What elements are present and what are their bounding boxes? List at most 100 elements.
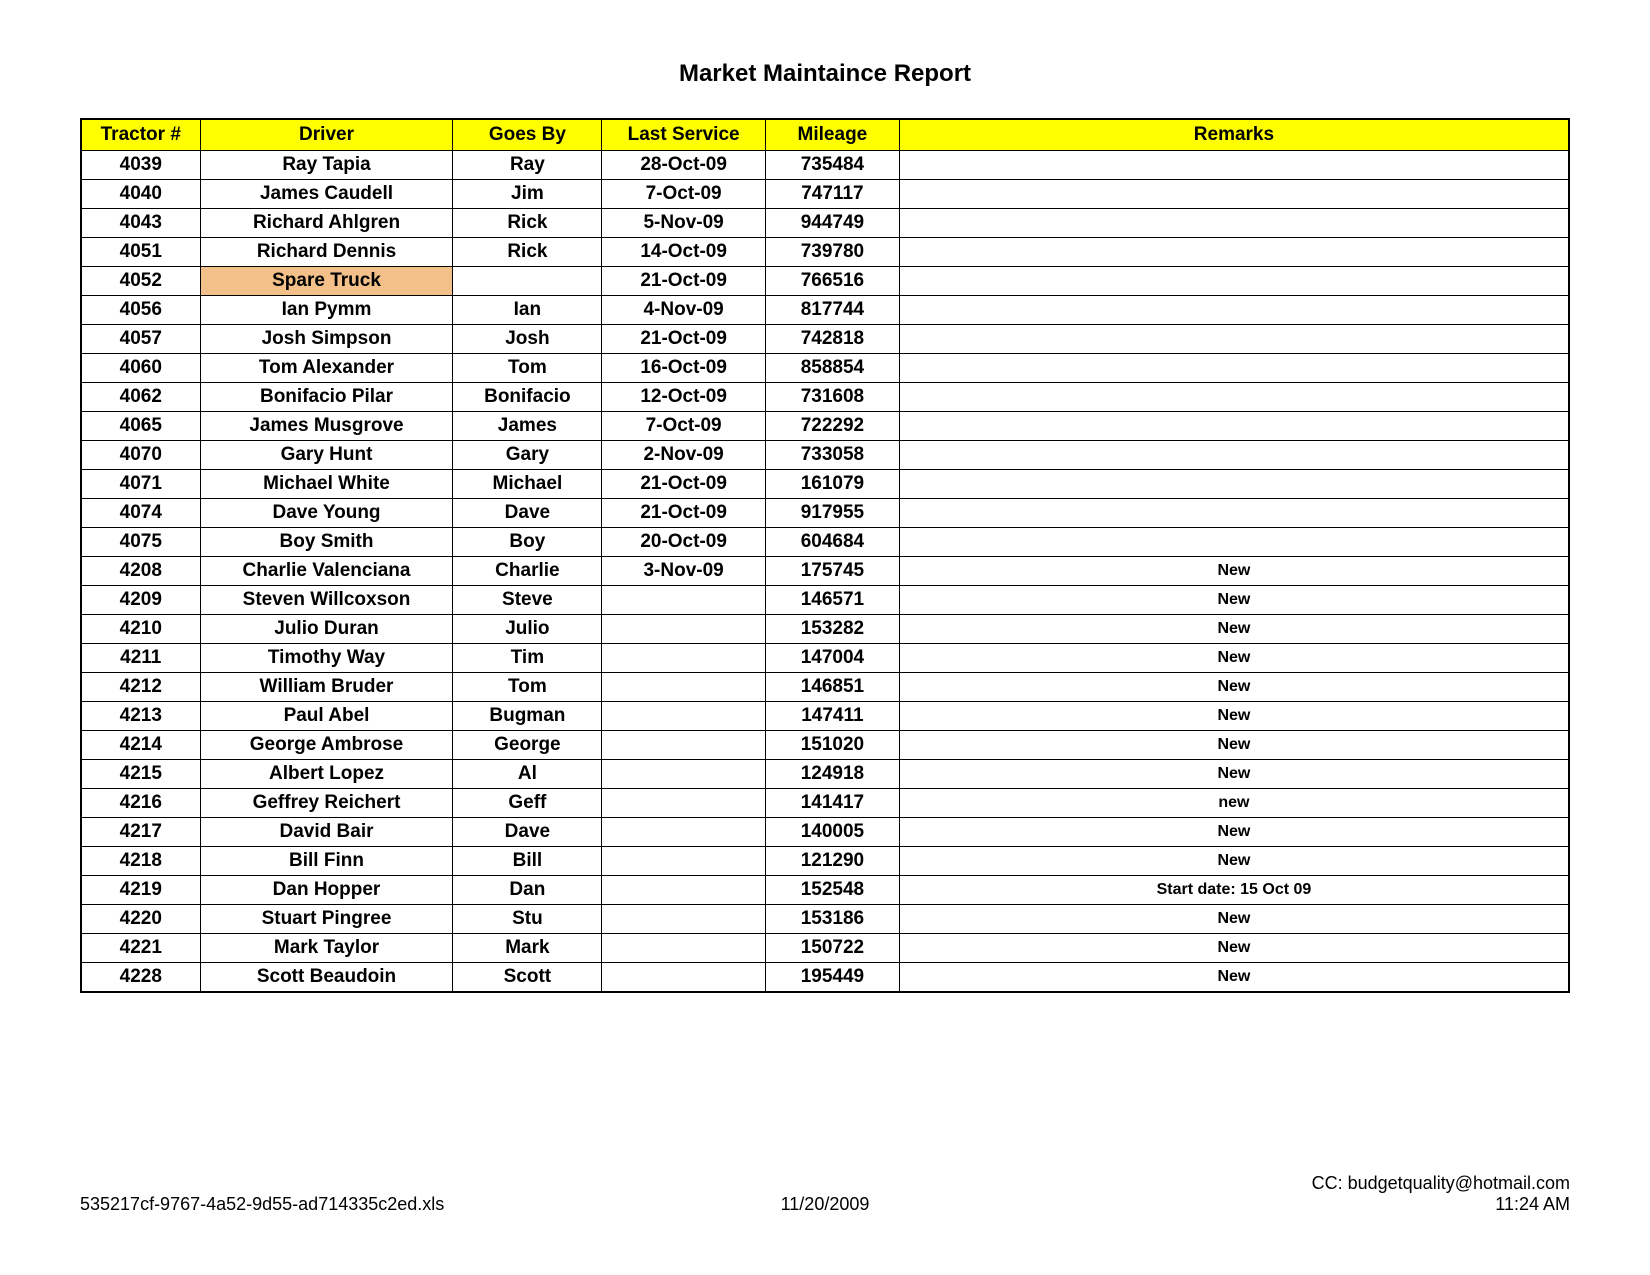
cell-mileage: 175745: [765, 557, 899, 586]
cell-driver: Geffrey Reichert: [200, 789, 453, 818]
cell-mileage: 140005: [765, 818, 899, 847]
cell-lastservice: 21-Oct-09: [602, 470, 766, 499]
table-body: 4039Ray TapiaRay28-Oct-097354844040 James…: [81, 151, 1569, 993]
cell-tractor: 4052: [81, 267, 200, 296]
cell-remarks: [899, 296, 1569, 325]
table-row: 4056Ian PymmIan4-Nov-09817744: [81, 296, 1569, 325]
table-row: 4065James MusgroveJames7-Oct-09722292: [81, 412, 1569, 441]
cell-lastservice: 4-Nov-09: [602, 296, 766, 325]
cell-lastservice: 7-Oct-09: [602, 180, 766, 209]
table-row: 4215Albert LopezAl124918New: [81, 760, 1569, 789]
cell-tractor: 4071: [81, 470, 200, 499]
table-row: 4221Mark TaylorMark150722New: [81, 934, 1569, 963]
table-row: 4220Stuart PingreeStu153186New: [81, 905, 1569, 934]
cell-mileage: 146571: [765, 586, 899, 615]
footer-time: 11:24 AM: [1312, 1194, 1570, 1215]
cell-driver: Timothy Way: [200, 644, 453, 673]
cell-mileage: 151020: [765, 731, 899, 760]
cell-tractor: 4060: [81, 354, 200, 383]
cell-tractor: 4040: [81, 180, 200, 209]
cell-mileage: 141417: [765, 789, 899, 818]
cell-lastservice: [602, 731, 766, 760]
cell-driver: Richard Dennis: [200, 238, 453, 267]
cell-lastservice: [602, 818, 766, 847]
table-row: 4052Spare Truck21-Oct-09766516: [81, 267, 1569, 296]
cell-remarks: [899, 267, 1569, 296]
cell-mileage: 747117: [765, 180, 899, 209]
cell-driver: James Musgrove: [200, 412, 453, 441]
cell-lastservice: [602, 963, 766, 993]
cell-tractor: 4215: [81, 760, 200, 789]
cell-mileage: 195449: [765, 963, 899, 993]
cell-driver: Ian Pymm: [200, 296, 453, 325]
cell-goesby: Ian: [453, 296, 602, 325]
cell-goesby: George: [453, 731, 602, 760]
cell-goesby: Bill: [453, 847, 602, 876]
cell-goesby: Ray: [453, 151, 602, 180]
cell-mileage: 124918: [765, 760, 899, 789]
cell-mileage: 152548: [765, 876, 899, 905]
cell-mileage: 121290: [765, 847, 899, 876]
cell-lastservice: [602, 644, 766, 673]
cell-goesby: Scott: [453, 963, 602, 993]
cell-remarks: New: [899, 847, 1569, 876]
cell-goesby: Josh: [453, 325, 602, 354]
footer-filename: 535217cf-9767-4a52-9d55-ad714335c2ed.xls: [80, 1194, 444, 1215]
cell-driver: David Bair: [200, 818, 453, 847]
table-row: 4043Richard AhlgrenRick5-Nov-09944749: [81, 209, 1569, 238]
cell-tractor: 4219: [81, 876, 200, 905]
cell-lastservice: 14-Oct-09: [602, 238, 766, 267]
table-row: 4218Bill FinnBill121290New: [81, 847, 1569, 876]
cell-remarks: [899, 499, 1569, 528]
cell-tractor: 4075: [81, 528, 200, 557]
cell-goesby: Geff: [453, 789, 602, 818]
cell-goesby: Bugman: [453, 702, 602, 731]
cell-mileage: 735484: [765, 151, 899, 180]
cell-tractor: 4065: [81, 412, 200, 441]
cell-remarks: [899, 383, 1569, 412]
cell-driver: Bill Finn: [200, 847, 453, 876]
cell-driver: Scott Beaudoin: [200, 963, 453, 993]
cell-goesby: Gary: [453, 441, 602, 470]
cell-lastservice: 21-Oct-09: [602, 499, 766, 528]
cell-lastservice: 3-Nov-09: [602, 557, 766, 586]
cell-goesby: Rick: [453, 209, 602, 238]
cell-lastservice: [602, 847, 766, 876]
footer: 535217cf-9767-4a52-9d55-ad714335c2ed.xls…: [80, 1173, 1570, 1215]
cell-driver: Dan Hopper: [200, 876, 453, 905]
cell-goesby: Tom: [453, 354, 602, 383]
cell-tractor: 4211: [81, 644, 200, 673]
table-row: 4228Scott BeaudoinScott195449New: [81, 963, 1569, 993]
table-row: 4039Ray TapiaRay28-Oct-09735484: [81, 151, 1569, 180]
cell-mileage: 150722: [765, 934, 899, 963]
cell-remarks: [899, 470, 1569, 499]
cell-goesby: Steve: [453, 586, 602, 615]
cell-goesby: Tim: [453, 644, 602, 673]
table-row: 4060Tom AlexanderTom16-Oct-09858854: [81, 354, 1569, 383]
cell-mileage: 742818: [765, 325, 899, 354]
cell-goesby: Mark: [453, 934, 602, 963]
cell-mileage: 147411: [765, 702, 899, 731]
cell-lastservice: 20-Oct-09: [602, 528, 766, 557]
cell-lastservice: 21-Oct-09: [602, 267, 766, 296]
cell-driver: Spare Truck: [200, 267, 453, 296]
cell-mileage: 722292: [765, 412, 899, 441]
table-header-row: Tractor # Driver Goes By Last Service Mi…: [81, 119, 1569, 151]
col-header-tractor: Tractor #: [81, 119, 200, 151]
cell-tractor: 4208: [81, 557, 200, 586]
cell-mileage: 858854: [765, 354, 899, 383]
cell-remarks: [899, 238, 1569, 267]
cell-tractor: 4043: [81, 209, 200, 238]
report-title: Market Maintaince Report: [80, 60, 1570, 88]
cell-remarks: Start date: 15 Oct 09: [899, 876, 1569, 905]
cell-mileage: 817744: [765, 296, 899, 325]
cell-tractor: 4214: [81, 731, 200, 760]
cell-remarks: New: [899, 615, 1569, 644]
cell-remarks: [899, 325, 1569, 354]
cell-tractor: 4221: [81, 934, 200, 963]
cell-tractor: 4217: [81, 818, 200, 847]
cell-goesby: Jim: [453, 180, 602, 209]
cell-tractor: 4228: [81, 963, 200, 993]
table-row: 4211Timothy WayTim147004New: [81, 644, 1569, 673]
cell-mileage: 917955: [765, 499, 899, 528]
